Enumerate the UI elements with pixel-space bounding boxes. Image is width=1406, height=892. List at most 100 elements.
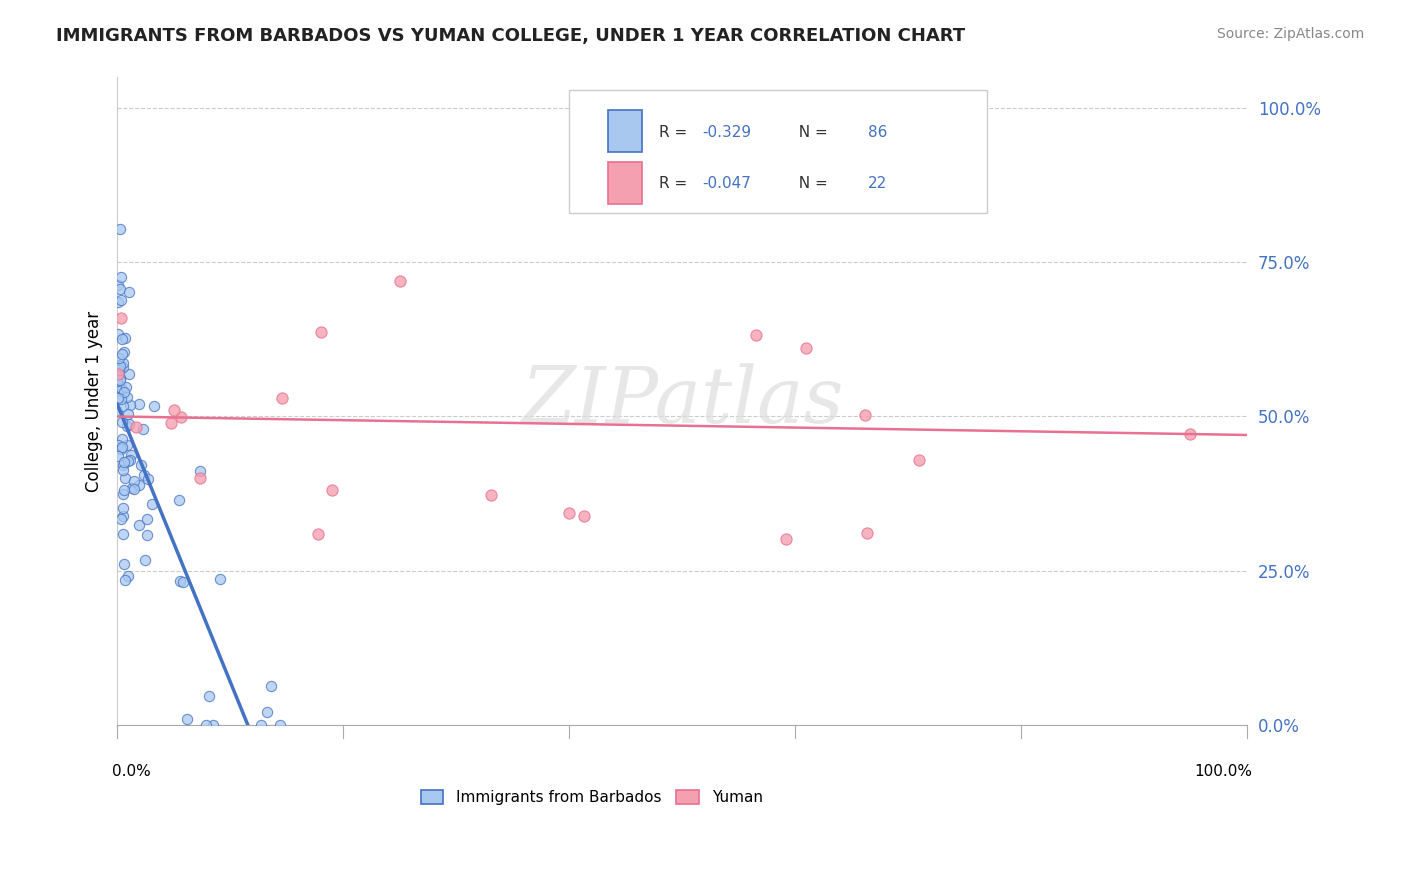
Point xyxy=(110,310,132,325)
Point xyxy=(115,380,138,394)
Point xyxy=(908,452,931,467)
Point xyxy=(108,359,131,373)
Point xyxy=(111,356,134,370)
Text: Source: ZipAtlas.com: Source: ZipAtlas.com xyxy=(1216,27,1364,41)
Text: 0.0%: 0.0% xyxy=(111,764,150,779)
Point xyxy=(572,509,595,524)
Point xyxy=(107,449,129,463)
Point xyxy=(128,517,150,532)
Point xyxy=(132,422,155,436)
Point xyxy=(122,482,145,496)
Point xyxy=(122,475,145,489)
Point xyxy=(110,382,132,396)
Point xyxy=(121,481,143,495)
Text: R =: R = xyxy=(659,177,692,192)
Point xyxy=(250,717,273,731)
Point xyxy=(112,360,135,375)
Point xyxy=(110,442,132,456)
Text: 86: 86 xyxy=(869,125,887,140)
Point xyxy=(269,717,291,731)
Point xyxy=(107,294,129,309)
Point xyxy=(117,569,139,583)
Point xyxy=(112,483,135,497)
Point xyxy=(111,463,134,477)
Point xyxy=(128,477,150,491)
Point xyxy=(114,331,136,345)
Point xyxy=(853,408,876,422)
Point xyxy=(169,574,191,589)
Point xyxy=(108,371,131,385)
Point xyxy=(388,274,411,288)
Point xyxy=(321,483,343,497)
Point xyxy=(110,512,132,526)
Point xyxy=(107,438,129,452)
Point xyxy=(744,327,766,342)
Point xyxy=(107,392,129,406)
FancyBboxPatch shape xyxy=(569,90,987,213)
Point xyxy=(142,399,165,413)
Y-axis label: College, Under 1 year: College, Under 1 year xyxy=(86,310,103,491)
Point xyxy=(260,679,283,693)
Point xyxy=(131,458,153,472)
Point xyxy=(112,557,135,571)
Point xyxy=(134,552,156,566)
Point xyxy=(794,341,817,355)
Point xyxy=(198,689,221,703)
Point xyxy=(110,392,132,406)
Point xyxy=(112,384,135,399)
Point xyxy=(188,471,211,485)
Text: ZIPatlas: ZIPatlas xyxy=(520,363,844,439)
Point xyxy=(307,527,329,541)
Point xyxy=(134,468,156,483)
Point xyxy=(775,532,797,546)
Point xyxy=(111,384,134,398)
Point xyxy=(107,368,129,382)
Point xyxy=(111,501,134,516)
Point xyxy=(111,416,134,430)
Text: -0.329: -0.329 xyxy=(702,125,751,140)
Point xyxy=(105,375,128,389)
Point xyxy=(112,458,135,472)
Point xyxy=(163,403,186,417)
Point xyxy=(188,463,211,477)
Point xyxy=(169,409,191,424)
Point xyxy=(138,473,160,487)
Point xyxy=(202,717,225,731)
Point xyxy=(141,497,163,511)
Point xyxy=(114,574,136,588)
FancyBboxPatch shape xyxy=(609,110,643,153)
Point xyxy=(112,455,135,469)
Point xyxy=(115,390,138,404)
Text: -0.047: -0.047 xyxy=(702,177,751,192)
Point xyxy=(107,278,129,293)
Point xyxy=(115,419,138,434)
Point xyxy=(128,397,150,411)
Point xyxy=(110,432,132,446)
Point xyxy=(479,487,502,501)
Text: IMMIGRANTS FROM BARBADOS VS YUMAN COLLEGE, UNDER 1 YEAR CORRELATION CHART: IMMIGRANTS FROM BARBADOS VS YUMAN COLLEG… xyxy=(56,27,966,45)
Text: 22: 22 xyxy=(869,177,887,192)
Point xyxy=(111,440,134,454)
Point xyxy=(111,509,134,524)
Legend: Immigrants from Barbados, Yuman: Immigrants from Barbados, Yuman xyxy=(415,784,769,812)
Text: 100.0%: 100.0% xyxy=(1194,764,1253,779)
Point xyxy=(107,327,129,342)
Point xyxy=(111,347,134,361)
Point xyxy=(108,363,131,377)
Point xyxy=(195,717,218,731)
Point xyxy=(117,438,139,452)
Point xyxy=(110,269,132,284)
Point xyxy=(256,705,278,719)
Point xyxy=(107,404,129,418)
Point xyxy=(311,325,333,339)
Point xyxy=(108,373,131,387)
Point xyxy=(270,391,292,405)
Point xyxy=(1178,427,1201,442)
Point xyxy=(110,293,132,307)
Point xyxy=(118,417,141,431)
Point xyxy=(558,506,581,520)
Point xyxy=(118,285,141,300)
Text: N =: N = xyxy=(789,125,832,140)
FancyBboxPatch shape xyxy=(609,161,643,204)
Point xyxy=(118,367,141,381)
